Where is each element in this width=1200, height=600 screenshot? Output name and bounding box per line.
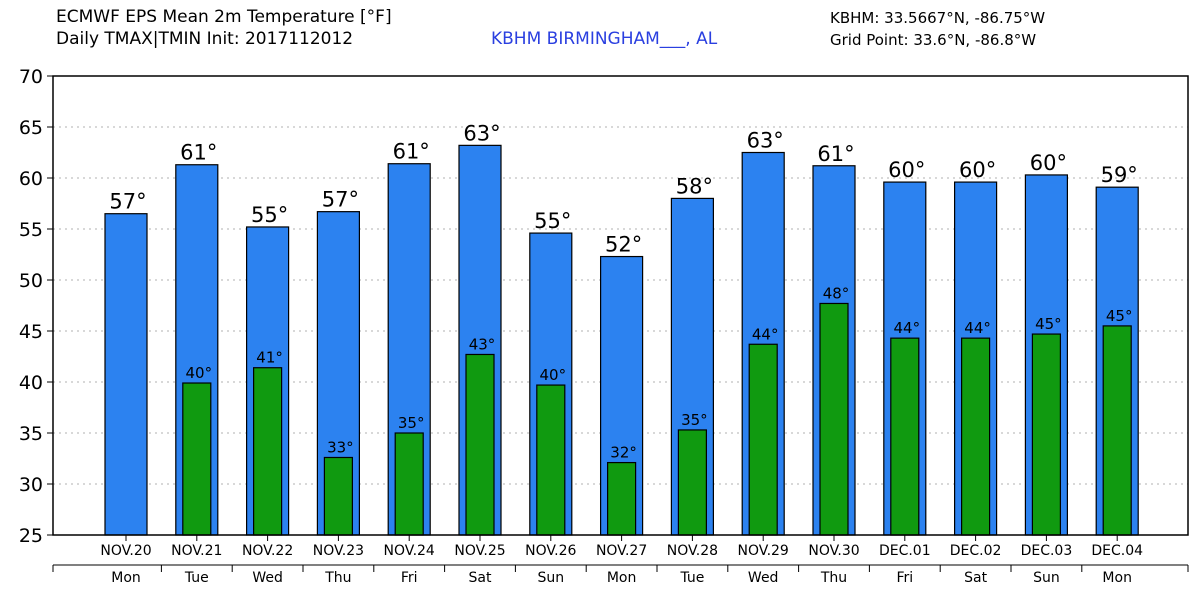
tmin-label: 33° — [327, 438, 354, 456]
plot-frame — [52, 75, 1189, 536]
x-tick-label-weekday: Sat — [469, 570, 492, 586]
x-tick-label-weekday: Tue — [679, 570, 704, 586]
tmin-label: 45° — [1035, 315, 1062, 333]
tmin-bar — [606, 461, 637, 536]
tmin-bar — [1102, 325, 1132, 536]
tmin-bar — [465, 353, 495, 536]
tmax-label: 57° — [109, 190, 146, 214]
x-tick-label-date: NOV.28 — [667, 543, 718, 559]
y-tick-label-50: 50 — [19, 270, 43, 292]
tmax-label: 55° — [534, 209, 571, 233]
station-name: KBHM BIRMINGHAM___, AL — [491, 29, 718, 49]
x-tick-label-date: NOV.20 — [100, 543, 151, 559]
tmin-bar — [819, 302, 849, 536]
chart-subtitle: Daily TMAX|TMIN Init: 2017112012 — [56, 29, 354, 49]
grid-point-coordinates: Grid Point: 33.6°N, -86.8°W — [830, 31, 1037, 49]
tmax-label: 63° — [747, 129, 784, 153]
tmin-bar — [253, 367, 283, 536]
tmax-label: 59° — [1101, 163, 1138, 187]
y-tick-label-40: 40 — [19, 372, 43, 394]
x-tick-label-weekday: Wed — [748, 570, 779, 586]
tmin-label: 35° — [398, 414, 425, 432]
tmin-label: 40° — [540, 366, 567, 384]
x-tick-label-weekday: Thu — [820, 570, 847, 586]
x-tick-label-date: NOV.25 — [454, 543, 505, 559]
chart-title: ECMWF EPS Mean 2m Temperature [°F] — [56, 7, 392, 27]
tmin-label: 44° — [752, 325, 779, 343]
tmin-bar — [1031, 333, 1062, 536]
tmax-label: 61° — [393, 140, 430, 164]
x-tick-label-date: NOV.21 — [171, 543, 222, 559]
y-tick-label-60: 60 — [19, 168, 43, 190]
tmin-label: 44° — [894, 319, 921, 337]
tmax-label: 58° — [676, 174, 713, 198]
tmax-label: 63° — [463, 121, 500, 145]
x-tick-label-date: DEC.02 — [950, 543, 1002, 559]
x-tick-label-date: NOV.24 — [384, 543, 435, 559]
tmin-label: 45° — [1106, 307, 1133, 325]
x-tick-label-date: NOV.30 — [808, 543, 859, 559]
x-tick-label-date: NOV.29 — [738, 543, 789, 559]
tmin-bar — [182, 382, 212, 536]
tmax-label: 60° — [1030, 151, 1067, 175]
tmax-label: 57° — [322, 188, 359, 212]
x-tick-label-weekday: Fri — [401, 570, 418, 586]
x-tick-label-date: NOV.27 — [596, 543, 647, 559]
tmin-bar — [748, 343, 778, 536]
x-tick-label-date: NOV.23 — [313, 543, 364, 559]
station-coordinates: KBHM: 33.5667°N, -86.75°W — [830, 9, 1046, 27]
tmax-label: 60° — [888, 158, 925, 182]
y-tick-label-35: 35 — [19, 423, 43, 445]
y-axis-ticks: 25 30 35 40 45 50 55 60 65 70 — [19, 66, 53, 547]
tmin-bar — [394, 432, 424, 536]
x-tick-label-weekday: Sat — [964, 570, 987, 586]
bars — [104, 144, 1139, 536]
x-tick-label-weekday: Fri — [896, 570, 913, 586]
bar-labels: 57° 61° 40° 55° 41° 57° 33° 61° 35° 63° 43° 55° 40° 5… — [109, 121, 1137, 461]
x-tick-label-weekday: Thu — [324, 570, 351, 586]
tmin-label: 48° — [823, 284, 850, 302]
tmin-label: 32° — [610, 444, 637, 462]
x-tick-label-date: NOV.26 — [525, 543, 576, 559]
tmin-label: 35° — [681, 411, 708, 429]
y-tick-label-55: 55 — [19, 219, 43, 241]
tmax-label: 61° — [180, 141, 217, 165]
y-tick-label-70: 70 — [19, 66, 43, 88]
tmax-label: 55° — [251, 203, 288, 227]
x-tick-label-date: DEC.03 — [1021, 543, 1073, 559]
x-axis: NOV.20 Mon NOV.21 Tue NOV.22 Wed NOV.23 Thu NOV.… — [52, 535, 1189, 586]
x-tick-label-date: NOV.22 — [242, 543, 293, 559]
tmin-bar — [890, 337, 920, 536]
tmin-label: 41° — [256, 349, 283, 367]
tmin-bar — [677, 429, 708, 536]
tmin-bar — [323, 456, 353, 536]
x-tick-label-weekday: Sun — [537, 570, 564, 586]
x-tick-label-weekday: Sun — [1033, 570, 1060, 586]
x-tick-label-date: DEC.01 — [879, 543, 931, 559]
x-tick-label-weekday: Wed — [252, 570, 283, 586]
x-tick-label-weekday: Tue — [184, 570, 209, 586]
y-tick-label-45: 45 — [19, 321, 43, 343]
tmin-label: 40° — [186, 364, 213, 382]
x-tick-label-weekday: Mon — [607, 570, 637, 586]
y-tick-label-25: 25 — [19, 525, 43, 547]
tmax-bar — [104, 213, 148, 536]
tmax-label: 60° — [959, 158, 996, 182]
tmin-label: 44° — [964, 319, 991, 337]
x-tick-label-weekday: Mon — [1102, 570, 1132, 586]
tmax-label: 52° — [605, 233, 642, 257]
x-tick-label-date: DEC.04 — [1091, 543, 1143, 559]
x-tick-label-weekday: Mon — [111, 570, 141, 586]
y-tick-label-30: 30 — [19, 474, 43, 496]
tmin-label: 43° — [469, 335, 496, 353]
tmax-label: 61° — [817, 142, 854, 166]
y-tick-label-65: 65 — [19, 117, 43, 139]
tmin-bar — [536, 384, 566, 536]
tmin-bar — [960, 337, 991, 536]
